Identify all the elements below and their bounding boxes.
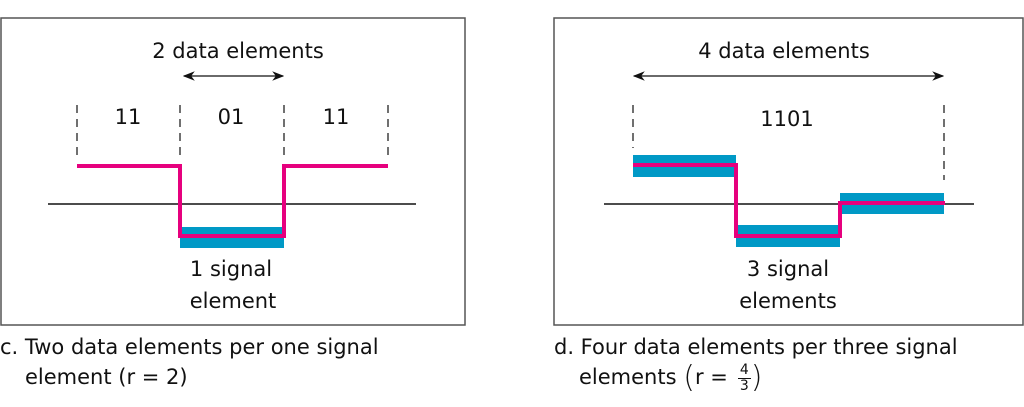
data-label: 01 [218,105,245,129]
data-label: 11 [115,105,142,129]
data-label: 1101 [760,107,813,131]
element-boundaries [76,105,389,156]
panel-c: 2 data elements 11 01 11 1 signal elemen… [0,17,466,326]
signal-label: 3 signal [747,257,829,281]
panel-d: 4 data elements 1101 3 signal elements [553,17,1024,326]
numerator: 4 [737,361,751,379]
caption-line: elements (r = 4 3) [554,362,958,394]
paren: ( [683,360,695,395]
signal-waveform [77,164,388,238]
signal-label: element [190,289,277,313]
denominator: 3 [739,377,749,394]
panel-c-frame [0,17,466,326]
caption-d: d. Four data elements per three signal e… [554,332,958,394]
signal-label: elements [739,289,837,313]
panel-d-frame [553,17,1024,326]
caption-text: elements [579,365,677,389]
ratio-lhs: r = [694,365,728,389]
span-label: 2 data elements [152,39,324,63]
element-boundaries [632,105,945,180]
data-label: 11 [323,105,350,129]
caption-line: d. Four data elements per three signal [554,335,958,359]
caption-line: element (r = 2) [25,365,188,389]
signal-label: 1 signal [190,257,272,281]
caption-line: c. Two data elements per one signal [0,335,379,359]
signal-waveform [633,163,945,238]
caption-c: c. Two data elements per one signal elem… [0,332,379,392]
span-label: 4 data elements [698,39,870,63]
paren: ) [750,360,763,395]
